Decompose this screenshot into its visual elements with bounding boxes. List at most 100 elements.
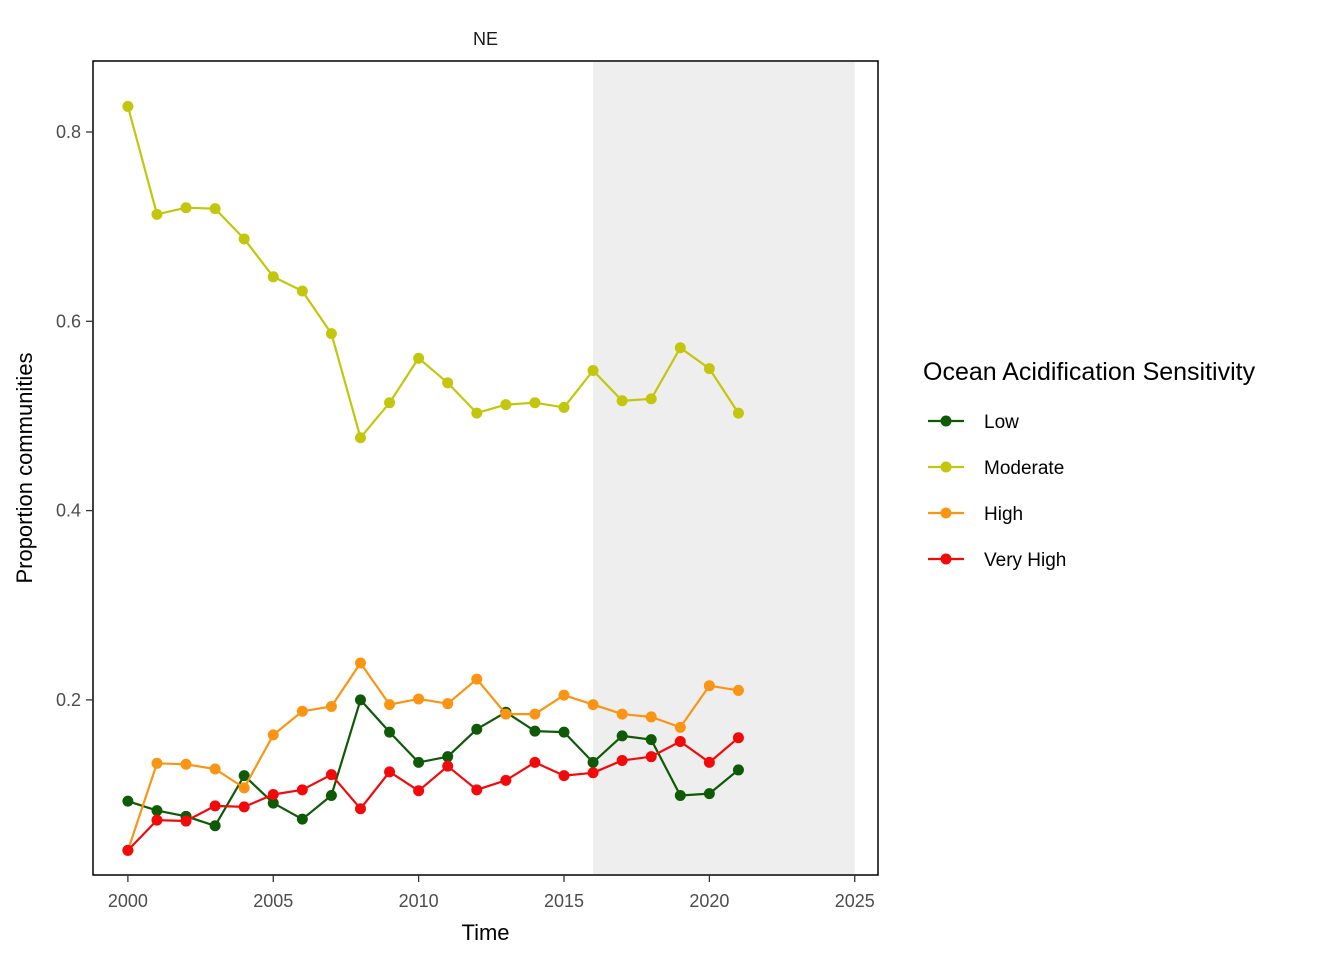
data-point-very-high xyxy=(674,736,686,748)
data-point-low xyxy=(354,694,366,706)
data-point-high xyxy=(151,757,163,769)
data-point-very-high xyxy=(732,732,744,744)
legend-item-very-high: Very High xyxy=(928,550,1066,571)
data-point-very-high xyxy=(151,814,163,826)
data-point-high xyxy=(616,708,628,720)
x-tick-label: 2010 xyxy=(399,891,439,911)
series-moderate xyxy=(122,100,744,444)
data-point-low xyxy=(209,820,221,832)
data-point-low xyxy=(558,726,570,738)
legend-key-point xyxy=(940,461,952,473)
series-line-moderate xyxy=(126,106,740,439)
x-axis: 2000 2005 2010 2015 2020 2025 xyxy=(108,875,875,911)
data-point-moderate xyxy=(238,233,250,245)
data-point-moderate xyxy=(354,432,366,444)
data-point-moderate xyxy=(703,363,715,375)
data-point-low xyxy=(384,726,396,738)
data-point-high xyxy=(325,701,337,713)
legend: Ocean Acidification Sensitivity Low Moder… xyxy=(923,358,1256,571)
data-point-low xyxy=(732,764,744,776)
legend-key-point xyxy=(940,507,952,519)
data-point-high xyxy=(413,693,425,705)
data-point-moderate xyxy=(442,377,454,389)
data-point-moderate xyxy=(587,365,599,377)
projection-shaded-region xyxy=(593,62,855,874)
data-point-very-high xyxy=(325,769,337,781)
data-point-moderate xyxy=(209,203,221,215)
data-point-moderate xyxy=(732,407,744,419)
legend-item-high: High xyxy=(928,504,1023,525)
data-point-high xyxy=(529,708,541,720)
data-point-high xyxy=(645,711,657,723)
y-axis-title: Proportion communities xyxy=(12,352,37,583)
data-point-very-high xyxy=(587,767,599,779)
data-point-low xyxy=(471,723,483,735)
data-point-low xyxy=(296,813,308,825)
legend-title: Ocean Acidification Sensitivity xyxy=(923,358,1256,386)
data-point-moderate xyxy=(471,407,483,419)
x-tick-label: 2000 xyxy=(108,891,148,911)
data-point-very-high xyxy=(500,774,512,786)
data-point-very-high xyxy=(471,784,483,796)
data-point-high xyxy=(732,684,744,696)
data-point-low xyxy=(645,734,657,746)
data-point-very-high xyxy=(442,760,454,772)
data-point-moderate xyxy=(384,397,396,409)
data-point-moderate xyxy=(296,285,308,297)
y-tick-label: 0.2 xyxy=(56,690,81,710)
x-axis-title: Time xyxy=(461,920,509,945)
data-point-very-high xyxy=(616,754,628,766)
legend-key-point xyxy=(940,415,952,427)
data-point-low xyxy=(616,730,628,742)
data-point-moderate xyxy=(529,397,541,409)
x-tick-label: 2005 xyxy=(253,891,293,911)
data-point-low xyxy=(529,725,541,737)
series-line-very-high xyxy=(127,736,740,852)
data-point-very-high xyxy=(209,800,221,812)
data-point-very-high xyxy=(703,756,715,768)
data-point-low xyxy=(151,805,163,817)
data-point-high xyxy=(558,689,570,701)
data-point-very-high xyxy=(354,803,366,815)
x-tick-label: 2015 xyxy=(544,891,584,911)
data-point-high xyxy=(209,763,221,775)
data-point-low xyxy=(325,789,337,801)
legend-label: Low xyxy=(984,412,1019,433)
data-point-very-high xyxy=(384,766,396,778)
data-point-very-high xyxy=(413,785,425,797)
data-point-high xyxy=(384,699,396,711)
y-tick-label: 0.8 xyxy=(56,122,81,142)
data-point-high xyxy=(442,698,454,710)
data-point-high xyxy=(500,708,512,720)
data-point-high xyxy=(471,673,483,685)
data-point-very-high xyxy=(529,756,541,768)
data-point-low xyxy=(703,788,715,800)
data-point-low xyxy=(238,770,250,782)
data-point-moderate xyxy=(558,401,570,413)
series-layer xyxy=(122,100,744,856)
data-point-high xyxy=(180,758,192,770)
x-tick-label: 2025 xyxy=(835,891,875,911)
data-point-moderate xyxy=(325,328,337,340)
data-point-moderate xyxy=(500,399,512,411)
data-point-moderate xyxy=(180,202,192,214)
data-point-high xyxy=(296,705,308,717)
data-point-moderate xyxy=(616,395,628,407)
legend-key-point xyxy=(940,553,952,565)
data-point-very-high xyxy=(645,751,657,763)
series-very-high xyxy=(122,732,744,856)
data-point-high xyxy=(267,729,279,741)
data-point-very-high xyxy=(238,801,250,813)
data-point-high xyxy=(238,782,250,794)
data-point-low xyxy=(122,795,134,807)
data-point-moderate xyxy=(151,208,163,220)
data-point-low xyxy=(674,789,686,801)
series-line-high xyxy=(126,661,739,851)
x-tick-label: 2020 xyxy=(689,891,729,911)
y-tick-label: 0.6 xyxy=(56,311,81,331)
data-point-very-high xyxy=(558,770,570,782)
data-point-moderate xyxy=(413,352,425,364)
data-point-very-high xyxy=(296,784,308,796)
data-point-moderate xyxy=(674,342,686,354)
